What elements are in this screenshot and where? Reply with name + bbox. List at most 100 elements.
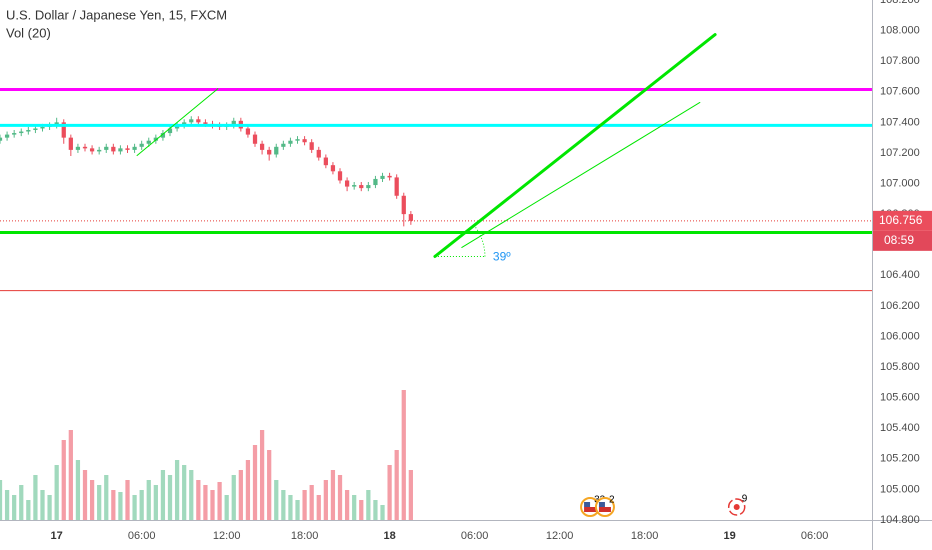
candle-body: [380, 175, 385, 179]
volume-bar: [394, 450, 399, 520]
volume-bar: [302, 490, 307, 520]
candle-body: [366, 185, 371, 189]
event-dot: [733, 504, 740, 510]
candle-body: [281, 143, 286, 147]
volume-bar: [295, 500, 300, 520]
event-flag-blue: [584, 502, 591, 507]
volume-bar: [267, 450, 272, 520]
volume-bar: [189, 470, 194, 520]
volume-bar: [316, 495, 321, 520]
volume-bar: [132, 495, 137, 520]
candle-body: [330, 165, 336, 172]
volume-bar: [344, 490, 350, 520]
volume-bar: [61, 440, 66, 520]
candle-body: [267, 149, 272, 155]
x-tick-label: 06:00: [801, 530, 829, 542]
x-tick-label: 18:00: [291, 530, 319, 542]
candle-body: [75, 146, 81, 150]
candle-body: [167, 128, 173, 134]
volume-bar: [259, 430, 265, 520]
candle-body: [337, 171, 343, 181]
volume-bar: [210, 490, 215, 520]
y-tick-label: 105.000: [880, 483, 920, 495]
trend-line: [461, 101, 701, 248]
candle-body: [387, 175, 392, 178]
candle-body: [125, 148, 130, 150]
y-tick-label: 107.600: [880, 86, 920, 98]
candle-body: [316, 149, 321, 158]
y-tick-label: 108.000: [880, 24, 920, 36]
volume-bar: [153, 485, 158, 520]
candle-body: [153, 137, 158, 141]
volume-bar: [196, 480, 201, 520]
y-tick-label: 105.200: [880, 453, 920, 465]
volume-bar: [40, 490, 45, 520]
candle-body: [26, 130, 31, 132]
y-tick-label: 107.800: [880, 55, 920, 67]
event-count: 9: [742, 494, 748, 505]
candle-body: [359, 185, 364, 189]
x-tick-label: 12:00: [213, 530, 241, 542]
x-tick-label: 12:00: [546, 530, 574, 542]
candle-body: [174, 125, 180, 129]
candle-body: [344, 180, 350, 187]
candle-body: [68, 137, 73, 150]
volume-bar: [309, 485, 314, 520]
candle-body: [288, 140, 293, 144]
chart-title: U.S. Dollar / Japanese Yen, 15, FXCM: [6, 7, 227, 22]
volume-bar: [12, 495, 17, 520]
volume-bar: [19, 485, 24, 520]
indicator-label: Vol (20): [6, 25, 51, 40]
y-tick-label: 106.200: [880, 300, 920, 312]
volume-bar: [167, 475, 173, 520]
candle-body: [160, 133, 166, 138]
volume-bar: [366, 490, 371, 520]
candle-body: [259, 143, 265, 150]
volume-bar: [217, 482, 222, 520]
candle-body: [394, 177, 399, 196]
angle-label: 39º: [493, 250, 511, 264]
volume-bar: [47, 495, 52, 520]
volume-bar: [146, 480, 151, 520]
y-tick-label: 107.400: [880, 116, 920, 128]
volume-bar: [323, 480, 328, 520]
trend-line: [136, 88, 219, 157]
volume-bar: [252, 445, 258, 520]
candle-body: [12, 133, 17, 135]
volume-bar: [330, 470, 336, 520]
volume-bar: [224, 495, 229, 520]
trend-line: [433, 33, 717, 258]
candle-body: [82, 146, 88, 149]
y-tick-label: 107.000: [880, 177, 920, 189]
countdown-label: 08:59: [884, 233, 914, 247]
candle-body: [40, 126, 45, 129]
y-tick-label: 108.200: [880, 0, 920, 6]
candle-body: [146, 140, 151, 144]
volume-bar: [373, 500, 378, 520]
volume-bar: [82, 470, 88, 520]
y-tick-label: 107.200: [880, 147, 920, 159]
countdown-box: [873, 230, 932, 251]
volume-bar: [89, 480, 95, 520]
volume-bar: [238, 470, 243, 520]
x-tick-label: 18:00: [631, 530, 659, 542]
candle-body: [139, 143, 144, 147]
candle-body: [111, 146, 116, 152]
candle-body: [54, 122, 59, 126]
volume-bar: [0, 480, 3, 520]
candle-body: [352, 185, 357, 187]
y-tick-label: 105.400: [880, 422, 920, 434]
event-count: 2: [609, 495, 615, 506]
volume-bar: [401, 390, 406, 520]
candle-body: [231, 120, 236, 126]
volume-bar: [4, 490, 10, 520]
volume-bar: [203, 485, 208, 520]
volume-bar: [118, 492, 123, 520]
volume-bar: [160, 470, 166, 520]
candle-body: [245, 128, 251, 135]
volume-bar: [139, 490, 144, 520]
volume-bar: [281, 490, 286, 520]
